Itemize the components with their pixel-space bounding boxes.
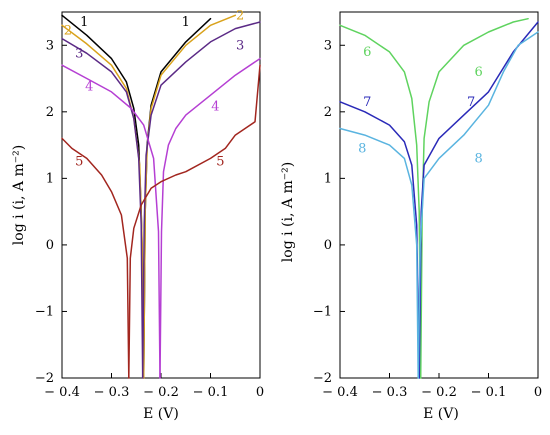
left-y-tick-label: 2	[46, 105, 54, 120]
curve-4-cathodic	[61, 64, 161, 379]
right-y-tick-label: 0	[324, 238, 332, 253]
curve-label-5: 5	[75, 155, 83, 170]
left-curves	[61, 14, 261, 379]
right-x-axis-label: E (V)	[423, 406, 459, 422]
right-curves	[339, 17, 539, 379]
curve-8-anodic	[417, 31, 539, 379]
left-y-tick-label: 0	[46, 238, 54, 253]
curve-label-8: 8	[358, 141, 366, 156]
right-y-tick-label: −2	[313, 371, 332, 386]
left-axis-ticks: − 0.4 − 0.3 − 0.2 − 0.1 0 3 2 1 0 −1 −2	[35, 38, 264, 400]
right-y-tick-label: 1	[324, 171, 332, 186]
curve-label-3: 3	[75, 46, 83, 61]
right-x-tick-label: − 0.1	[471, 385, 507, 400]
left-y-axis-label: log i (i, A m⁻²)	[11, 145, 27, 245]
left-x-tick-label: 0	[256, 385, 264, 400]
right-plot-frame	[339, 11, 539, 379]
curve-1-anodic	[142, 17, 212, 379]
right-y-tick-label: 2	[324, 105, 332, 120]
right-curve-labels: 6 6 7 7 8 8	[358, 45, 483, 166]
curve-label-4: 4	[85, 80, 93, 95]
right-axis-ticks: − 0.4 − 0.3 − 0.2 − 0.1 0 3 2 1 0 −1 −2	[313, 38, 542, 400]
curve-3-cathodic	[61, 37, 144, 379]
right-x-tick-label: − 0.3	[372, 385, 408, 400]
curve-6-cathodic	[339, 24, 422, 379]
right-chart-panel: − 0.4 − 0.3 − 0.2 − 0.1 0 3 2 1 0 −1 −2 6 6 7 7 8 8 E (…	[280, 11, 542, 422]
right-y-tick-label: −1	[313, 304, 332, 319]
left-y-tick-label: −2	[35, 371, 54, 386]
right-x-tick-label: − 0.2	[421, 385, 457, 400]
right-x-tick-label: − 0.4	[322, 385, 358, 400]
curve-2-cathodic	[61, 24, 145, 379]
curve-2-anodic	[142, 14, 237, 379]
curve-label-7: 7	[467, 95, 475, 110]
right-y-tick-label: 3	[324, 38, 332, 53]
left-x-tick-label: − 0.4	[44, 385, 80, 400]
curve-label-6: 6	[363, 45, 371, 60]
curve-label-5: 5	[216, 155, 224, 170]
left-y-tick-label: −1	[35, 304, 54, 319]
curve-7-anodic	[418, 21, 539, 379]
curve-label-7: 7	[363, 95, 371, 110]
left-y-tick-label: 3	[46, 38, 54, 53]
curve-1-cathodic	[61, 14, 145, 379]
curve-5-cathodic	[61, 137, 130, 379]
curve-5-anodic	[128, 64, 261, 379]
left-x-tick-label: − 0.2	[143, 385, 179, 400]
curve-label-4: 4	[211, 99, 219, 114]
curve-label-2: 2	[64, 24, 72, 39]
curve-8-cathodic	[339, 127, 419, 379]
left-x-tick-label: − 0.1	[193, 385, 229, 400]
curve-4-anodic	[159, 57, 261, 379]
curve-label-1: 1	[182, 15, 190, 30]
curve-7-cathodic	[339, 101, 420, 379]
right-y-axis-label: log i (i, A m⁻²)	[280, 162, 296, 262]
left-y-tick-label: 1	[46, 171, 54, 186]
curve-label-3: 3	[236, 38, 244, 53]
curve-label-6: 6	[474, 65, 482, 80]
left-x-axis-label: E (V)	[143, 406, 179, 422]
left-x-tick-label: − 0.3	[94, 385, 130, 400]
curve-label-1: 1	[80, 15, 88, 30]
right-x-tick-label: 0	[534, 385, 542, 400]
curve-label-2: 2	[236, 8, 244, 23]
curve-label-8: 8	[474, 151, 482, 166]
curve-3-anodic	[141, 21, 261, 379]
